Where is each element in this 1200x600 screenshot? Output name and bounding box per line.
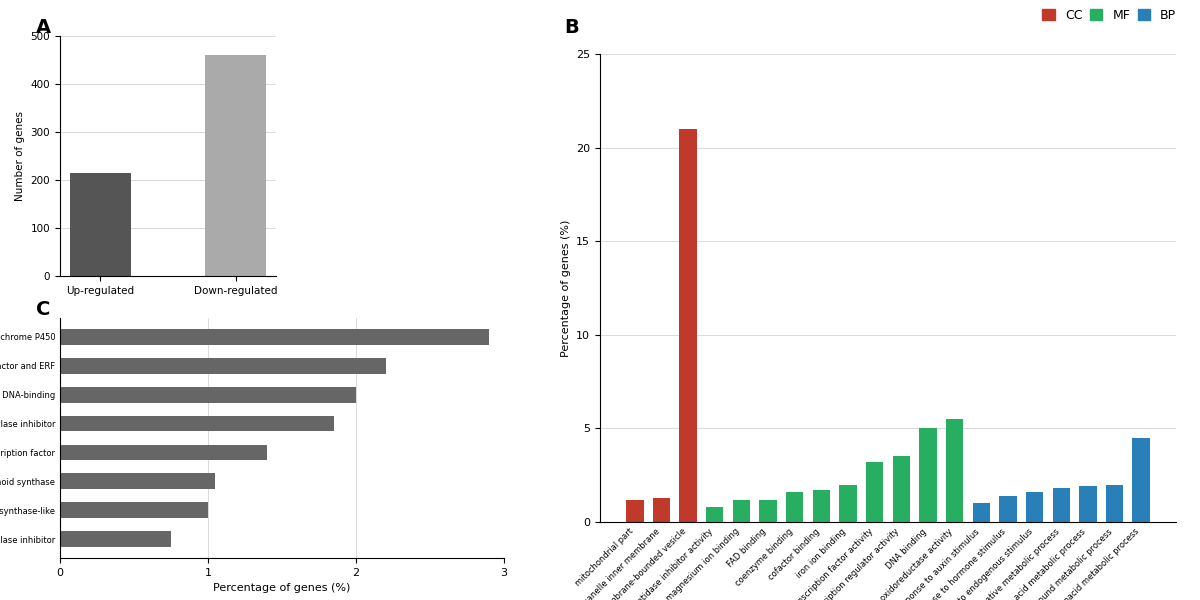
Bar <box>679 129 697 522</box>
Text: B: B <box>564 18 578 37</box>
Bar <box>1000 496 1016 522</box>
Bar <box>812 490 830 522</box>
Bar <box>1106 485 1123 522</box>
Bar <box>626 500 643 522</box>
Bar <box>60 531 172 547</box>
Bar <box>919 428 937 522</box>
Bar <box>786 492 803 522</box>
Bar <box>1079 487 1097 522</box>
Bar <box>60 473 216 489</box>
Bar <box>1026 492 1043 522</box>
Bar <box>60 445 268 460</box>
Bar <box>760 500 776 522</box>
Bar <box>706 507 724 522</box>
Bar <box>60 502 208 518</box>
Y-axis label: Number of genes: Number of genes <box>16 111 25 201</box>
Text: A: A <box>36 18 52 37</box>
Bar <box>60 329 490 345</box>
Bar <box>60 387 356 403</box>
Bar <box>60 358 385 374</box>
Bar <box>866 462 883 522</box>
Bar <box>70 173 131 276</box>
X-axis label: Percentage of genes (%): Percentage of genes (%) <box>214 583 350 593</box>
Bar <box>946 419 964 522</box>
Y-axis label: Percentage of genes (%): Percentage of genes (%) <box>560 220 570 356</box>
Bar <box>60 416 334 431</box>
Bar <box>893 457 910 522</box>
Bar <box>973 503 990 522</box>
Bar <box>1133 438 1150 522</box>
Bar <box>1052 488 1070 522</box>
Bar <box>653 497 670 522</box>
Bar <box>839 485 857 522</box>
Text: C: C <box>36 300 50 319</box>
Legend: CC, MF, BP: CC, MF, BP <box>1037 4 1181 27</box>
Bar <box>205 55 266 276</box>
Bar <box>733 500 750 522</box>
